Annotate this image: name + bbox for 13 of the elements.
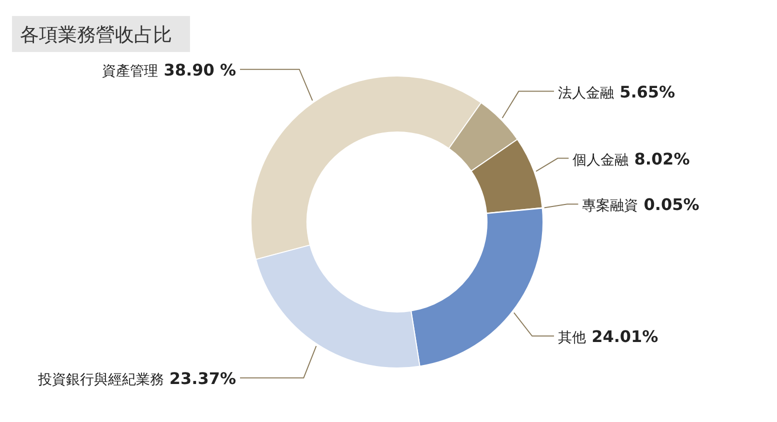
data-label: 38.90 % [158,60,236,80]
data-label: 0.05% [638,195,700,214]
slice-label: 專案融資 [582,198,638,214]
data-label: 24.01% [586,326,658,346]
data-label: 5.65% [614,82,676,102]
slice-label: 投資銀行與經紀業務 [38,372,164,388]
chart-title: 各項業務營收占比 [20,24,172,46]
slice-label: 個人金融 [572,152,629,168]
data-label: 8.02% [628,149,690,168]
data-label: 23.37% [164,368,236,388]
slice-label: 資產管理 [102,63,158,80]
slice-label: 其他 [558,330,586,346]
slice-label: 法人金融 [558,85,614,102]
